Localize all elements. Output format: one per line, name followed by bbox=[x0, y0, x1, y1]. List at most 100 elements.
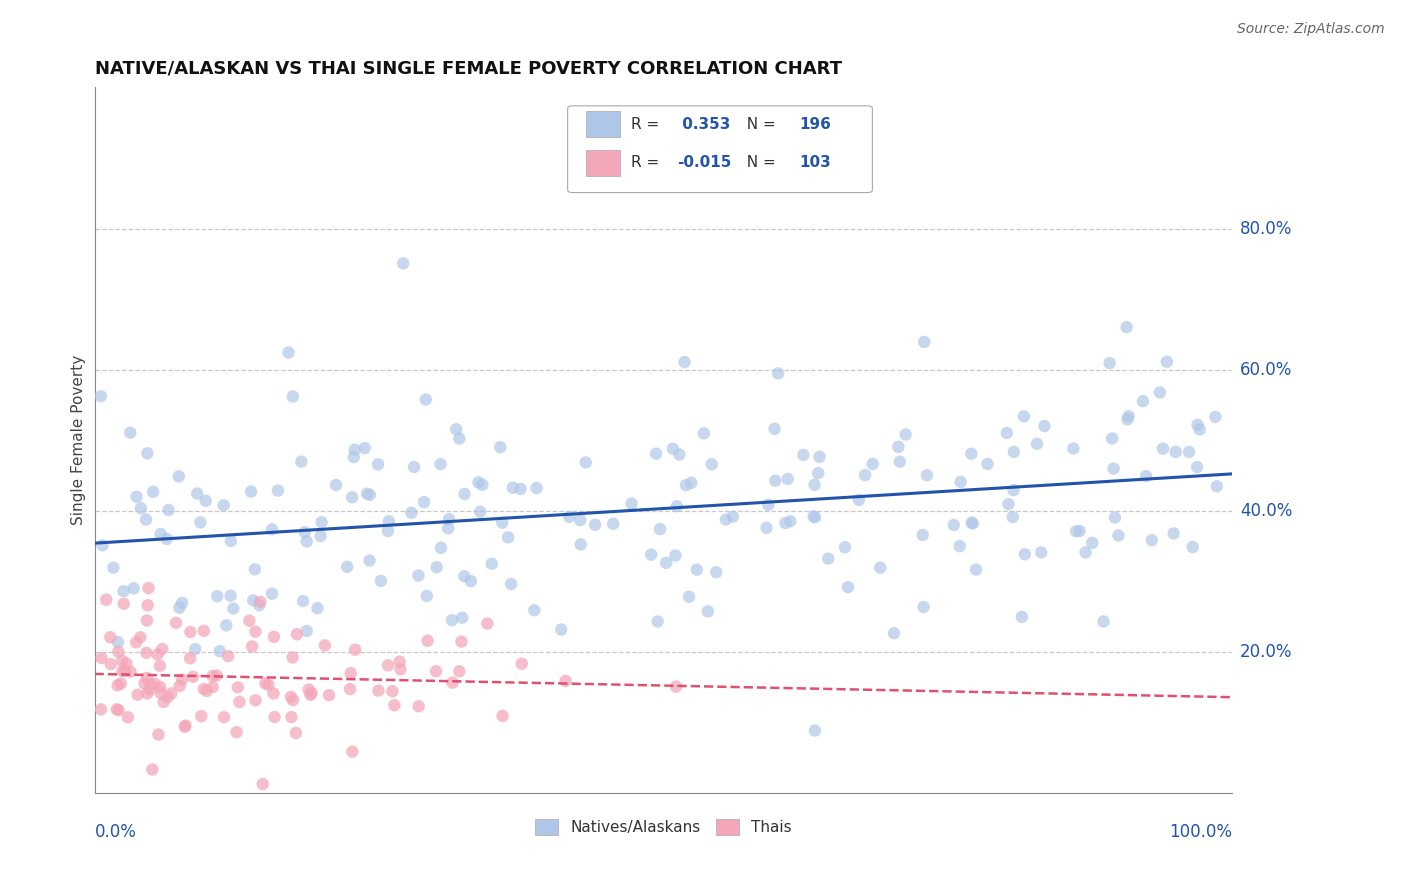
Point bbox=[450, 634, 472, 648]
Point bbox=[245, 624, 267, 639]
Point bbox=[1118, 409, 1140, 424]
Point bbox=[408, 699, 430, 714]
Point bbox=[1001, 510, 1024, 524]
Point bbox=[195, 684, 218, 698]
Point bbox=[242, 593, 264, 607]
Text: R =: R = bbox=[631, 155, 665, 170]
Point bbox=[1002, 483, 1025, 497]
Point bbox=[107, 678, 129, 692]
Point bbox=[263, 630, 285, 644]
Text: 100.0%: 100.0% bbox=[1168, 823, 1232, 841]
Point bbox=[834, 541, 856, 555]
Point bbox=[569, 537, 592, 551]
Point bbox=[281, 693, 304, 707]
Point bbox=[714, 512, 737, 526]
Point bbox=[575, 455, 598, 469]
Point bbox=[201, 669, 224, 683]
Point bbox=[756, 498, 779, 512]
Point bbox=[367, 683, 389, 698]
Text: 40.0%: 40.0% bbox=[1240, 501, 1292, 520]
Point bbox=[1152, 442, 1174, 456]
Point bbox=[583, 517, 606, 532]
Point bbox=[976, 457, 998, 471]
Point bbox=[645, 447, 668, 461]
Point bbox=[263, 686, 285, 700]
Point bbox=[136, 686, 159, 700]
Y-axis label: Single Female Poverty: Single Female Poverty bbox=[72, 355, 86, 525]
Point bbox=[430, 541, 453, 555]
Point bbox=[90, 702, 112, 716]
Point bbox=[807, 466, 830, 480]
Point bbox=[149, 680, 172, 694]
Point bbox=[91, 538, 114, 552]
Point bbox=[384, 698, 406, 713]
Text: N =: N = bbox=[737, 155, 780, 170]
Point bbox=[523, 603, 546, 617]
Point bbox=[173, 720, 195, 734]
Point bbox=[343, 442, 366, 457]
Point bbox=[869, 560, 891, 574]
Point bbox=[1074, 545, 1097, 559]
Point bbox=[343, 450, 366, 464]
Point bbox=[239, 484, 262, 499]
Point bbox=[367, 458, 389, 472]
Point bbox=[1101, 432, 1123, 446]
Point bbox=[837, 580, 859, 594]
Point bbox=[339, 682, 361, 697]
Point bbox=[217, 649, 239, 664]
Point bbox=[1081, 536, 1104, 550]
Point bbox=[295, 534, 318, 549]
Point bbox=[125, 635, 148, 649]
Point bbox=[1135, 469, 1157, 483]
Point bbox=[165, 615, 187, 630]
Text: 20.0%: 20.0% bbox=[1240, 643, 1292, 661]
Point bbox=[112, 597, 135, 611]
Point bbox=[1031, 545, 1053, 559]
FancyBboxPatch shape bbox=[586, 112, 620, 136]
Point bbox=[184, 642, 207, 657]
Point bbox=[648, 522, 671, 536]
Point bbox=[212, 498, 235, 512]
Point bbox=[681, 475, 703, 490]
Point bbox=[721, 509, 744, 524]
Point bbox=[254, 676, 277, 690]
Point bbox=[776, 472, 799, 486]
Point bbox=[678, 590, 700, 604]
Point bbox=[853, 468, 876, 483]
Point bbox=[243, 562, 266, 576]
Point bbox=[997, 497, 1019, 511]
Point bbox=[554, 673, 576, 688]
Point bbox=[766, 367, 789, 381]
Point bbox=[415, 392, 437, 407]
Point bbox=[949, 539, 972, 553]
Point bbox=[208, 644, 231, 658]
Point bbox=[401, 506, 423, 520]
Point bbox=[441, 613, 464, 627]
Point bbox=[526, 481, 548, 495]
Point bbox=[107, 645, 129, 659]
Point bbox=[136, 614, 159, 628]
Point bbox=[1116, 412, 1139, 426]
Point bbox=[377, 524, 399, 538]
Point bbox=[156, 532, 179, 546]
Point bbox=[356, 486, 378, 500]
Point bbox=[190, 516, 212, 530]
Point bbox=[340, 490, 363, 504]
Point bbox=[295, 624, 318, 638]
Point bbox=[139, 678, 162, 692]
Point bbox=[179, 624, 201, 639]
Point bbox=[502, 481, 524, 495]
Point bbox=[245, 693, 267, 707]
Point bbox=[1002, 445, 1025, 459]
Point bbox=[425, 665, 447, 679]
Point bbox=[120, 425, 142, 440]
Point bbox=[1187, 417, 1209, 432]
Point bbox=[314, 639, 336, 653]
FancyBboxPatch shape bbox=[568, 106, 872, 193]
Point bbox=[763, 422, 786, 436]
Point bbox=[240, 640, 263, 654]
Text: Source: ZipAtlas.com: Source: ZipAtlas.com bbox=[1237, 22, 1385, 37]
Point bbox=[193, 624, 215, 638]
Point bbox=[696, 604, 718, 618]
Point bbox=[569, 513, 592, 527]
